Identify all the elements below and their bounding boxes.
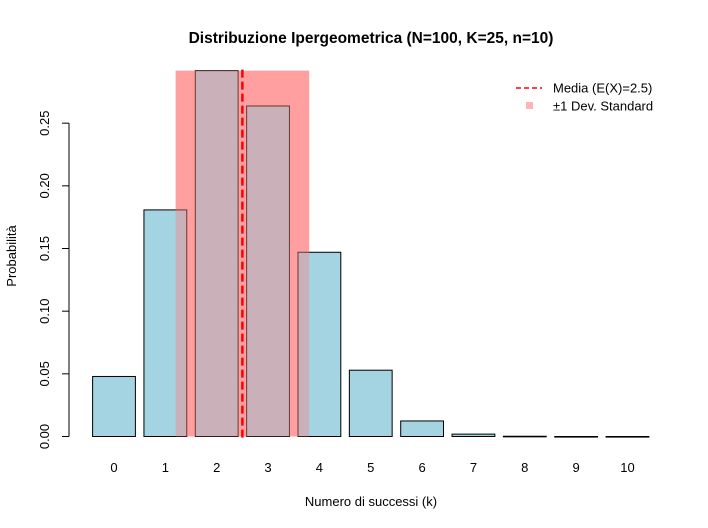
legend-label-0: Media (E(X)=2.5) [553,81,652,96]
x-tick-label-6: 6 [418,460,425,475]
x-tick-label-7: 7 [470,460,477,475]
x-axis-label: Numero di successi (k) [305,494,437,509]
bar-6 [400,420,445,437]
x-tick-label-0: 0 [110,460,117,475]
y-tick-label-0.00: 0.00 [37,424,52,449]
x-tick-label-8: 8 [521,460,528,475]
y-tick-label-0.15: 0.15 [37,236,52,261]
y-tick-label-0.20: 0.20 [37,173,52,198]
x-tick-label-1: 1 [162,460,169,475]
bar-3 [246,105,290,437]
x-tick-label-4: 4 [316,460,323,475]
bar-9 [554,436,599,438]
x-tick-label-5: 5 [367,460,374,475]
legend-label-1: ±1 Dev. Standard [553,99,653,114]
bar-7 [451,433,496,438]
bar-8 [502,435,547,438]
bar-2 [194,70,239,437]
y-tick-label-0.25: 0.25 [37,111,52,136]
y-tick-label-0.05: 0.05 [37,361,52,386]
legend: Media (E(X)=2.5) ±1 Dev. Standard [516,81,653,114]
bar-10 [605,436,650,438]
bar-1 [143,209,188,437]
chart-title: Distribuzione Ipergeometrica (N=100, K=2… [189,30,554,47]
x-tick-label-3: 3 [264,460,271,475]
y-axis-label: Probabilità [4,225,19,287]
x-tick-label-10: 10 [620,460,634,475]
y-tick-label-0.10: 0.10 [37,299,52,324]
bar-5 [348,369,393,438]
legend-sd-square-icon [526,102,533,109]
x-tick-label-2: 2 [213,460,220,475]
bar-0 [92,375,136,437]
bar-4 [297,251,342,437]
x-tick-label-9: 9 [573,460,580,475]
